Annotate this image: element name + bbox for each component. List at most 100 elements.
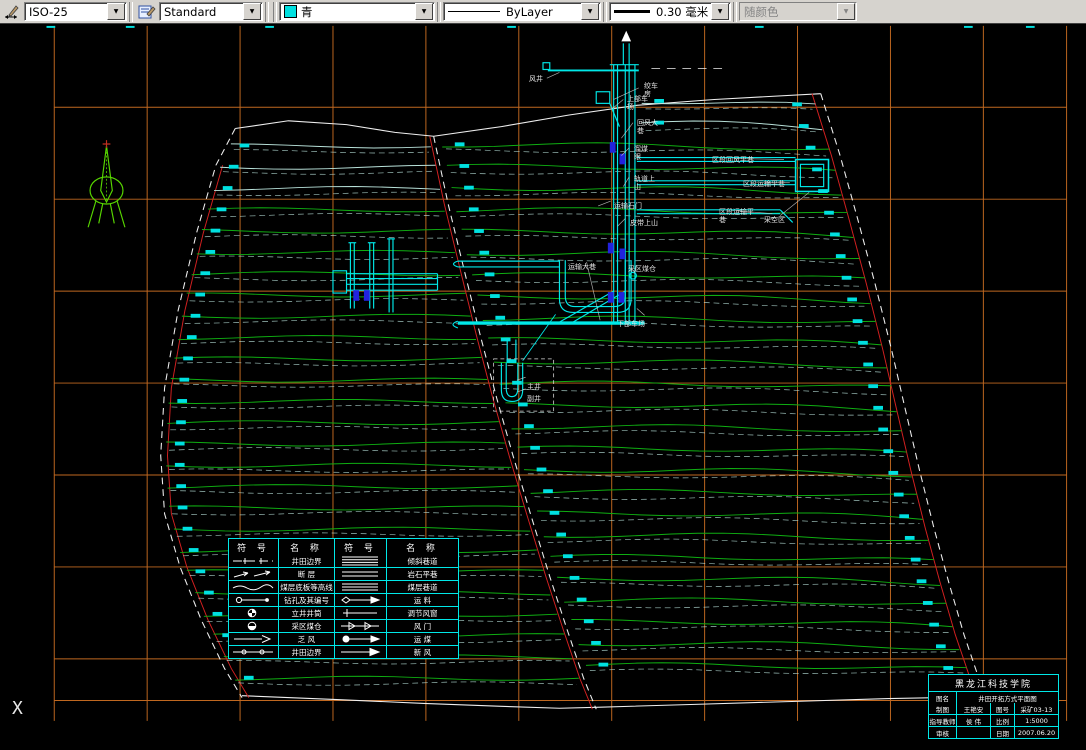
- legend-header: 符 号: [237, 543, 270, 554]
- legend-symbol: [334, 633, 386, 645]
- air-door: [340, 621, 379, 631]
- toolbar-separator: [129, 1, 133, 22]
- legend-row: 煤层底板等高线 煤层巷道: [229, 580, 458, 593]
- styles-properties-toolbar: ISO-25 ▼ Standard ▼ 青 ▼ ByLayer ▼ 0.30 毫…: [0, 0, 1086, 24]
- titleblock-value: [956, 727, 990, 738]
- legend-symbol: [334, 555, 386, 567]
- cad-viewport[interactable]: 风井 绞车 房上部车 场回风大 巷溜煤 眼轨道上 山运输石门 皮带上山 区段回风平巷区…: [0, 24, 1086, 746]
- legend-name: 钻孔及其编号: [278, 594, 334, 606]
- borehole-symbol: [235, 596, 269, 604]
- legend-symbol: [229, 568, 278, 580]
- linetype-value: ByLayer: [506, 4, 553, 19]
- toolbar-separator: [273, 1, 277, 22]
- legend-name: 井田边界: [278, 555, 334, 567]
- lines-triple: [341, 583, 378, 591]
- legend-name: 乏 风: [278, 633, 334, 645]
- legend-symbol: [334, 568, 386, 580]
- legend-symbol: [334, 607, 386, 619]
- lines-quad: [341, 556, 378, 566]
- textstyle-combo[interactable]: Standard ▼: [159, 2, 263, 21]
- dimension-style-icon[interactable]: [1, 2, 23, 22]
- drawing-label: 区段回风平巷: [712, 156, 754, 164]
- titleblock-value: 王艳安: [956, 703, 990, 714]
- legend-symbol: [229, 633, 278, 645]
- legend-row: 断 层 岩石平巷: [229, 567, 458, 580]
- drawing-label: 主井: [527, 383, 541, 391]
- exhaust-arrow: [233, 635, 271, 643]
- drawing-label: 下部车场: [617, 320, 645, 328]
- titleblock-row: 审核 日期 2007.06.20: [929, 726, 1058, 738]
- coal-arrow: [342, 635, 380, 643]
- color-combo[interactable]: 青 ▼: [279, 2, 435, 21]
- plotstyle-value: 随颜色: [744, 4, 779, 19]
- titleblock-name-value: 井田开拓方式平面图: [956, 692, 1058, 703]
- legend-symbol: [334, 620, 386, 632]
- drawing-label: 采区煤仓: [628, 265, 656, 273]
- titleblock-label: 指导教师: [929, 717, 956, 726]
- legend-row: 乏 风运 煤: [229, 632, 458, 645]
- toolbar-separator: [733, 1, 737, 22]
- legend-name: 立井井筒: [278, 607, 334, 619]
- drawing-label: 风井: [529, 75, 543, 83]
- titleblock-row: 指导教师侯 伟比例 1:5000: [929, 714, 1058, 726]
- legend-symbol: [334, 594, 386, 606]
- drawing-label: 区段运输平巷: [743, 180, 785, 188]
- legend-symbol: [229, 581, 278, 593]
- legend-row: 采区煤仓 风 门: [229, 619, 458, 632]
- drawing-label: 皮带上山: [630, 219, 658, 227]
- titleblock-label: 图号: [990, 703, 1014, 714]
- textstyle-value: Standard: [164, 4, 217, 19]
- titleblock-row: 制图 王艳安 图号 采矿03-13: [929, 703, 1058, 714]
- legend-name: 风 门: [386, 620, 458, 632]
- titleblock-label: 比例: [990, 715, 1014, 726]
- legend-row: 立井井筒 调节风窗: [229, 606, 458, 619]
- titleblock-label: 制图: [936, 705, 949, 714]
- titleblock-name-label: 图名: [936, 694, 949, 703]
- drawing-label: 绞车 房: [644, 82, 658, 98]
- legend-body: 井田边界 倾斜巷道断 层 岩石平巷 煤层底板等高线 煤层巷道 钻孔及其编号 运 料立井井筒 调…: [229, 555, 458, 658]
- chevron-down-icon[interactable]: ▼: [415, 3, 433, 20]
- drawing-label: 轨道上 山: [634, 175, 655, 191]
- titleblock-label: 审核: [936, 729, 949, 738]
- titleblock-value: 2007.06.20: [1014, 727, 1058, 738]
- legend-row: 井田边界 倾斜巷道: [229, 555, 458, 567]
- fresh-arrow: [340, 647, 380, 657]
- legend-symbol: [229, 607, 278, 619]
- title-block: 黑龙江科技学院 图名 井田开拓方式平面图 制图 王艳安 图号 采矿03-13 指导教师侯…: [928, 674, 1059, 739]
- cad-canvas[interactable]: [0, 24, 1086, 750]
- chevron-down-icon[interactable]: ▼: [711, 3, 729, 20]
- drawing-label: 采空区: [764, 216, 785, 224]
- legend-row: 钻孔及其编号 运 料: [229, 593, 458, 606]
- titleblock-value: 侯 伟: [956, 715, 990, 726]
- drawing-label: 区段运输平 巷: [719, 208, 754, 224]
- drawing-label: 运输石门: [614, 202, 642, 210]
- diamond-arrow: [340, 596, 380, 604]
- drawing-label: 运输大巷: [568, 263, 596, 271]
- legend-name: 煤层巷道: [386, 581, 458, 593]
- text-style-icon[interactable]: [136, 2, 158, 22]
- legend-name: 倾斜巷道: [386, 555, 458, 567]
- legend-name: 运 料: [386, 594, 458, 606]
- contour-line: [232, 584, 273, 591]
- legend-name: 岩石平巷: [386, 568, 458, 580]
- legend-symbol: [229, 555, 278, 567]
- legend-header: 名 称: [278, 539, 334, 555]
- linetype-combo[interactable]: ByLayer ▼: [443, 2, 601, 21]
- legend-symbol: [229, 594, 278, 606]
- legend-symbol: [229, 620, 278, 632]
- ucs-icon: X: [12, 698, 23, 719]
- chevron-down-icon[interactable]: ▼: [581, 3, 599, 20]
- mine-boundary-dashdot: [232, 558, 273, 564]
- lineweight-sample: [614, 10, 650, 13]
- dimstyle-combo[interactable]: ISO-25 ▼: [24, 2, 127, 21]
- drawing-label: 回风大 巷: [637, 119, 658, 135]
- lines-double: [341, 571, 378, 577]
- boundary-circles: [232, 649, 273, 655]
- drawing-label: 副井: [527, 395, 541, 403]
- chevron-down-icon[interactable]: ▼: [243, 3, 261, 20]
- toolbar-separator: [265, 1, 269, 22]
- chevron-down-icon[interactable]: ▼: [107, 3, 125, 20]
- drawing-label: 上部车 场: [627, 95, 648, 111]
- dimstyle-value: ISO-25: [29, 4, 68, 19]
- lineweight-combo[interactable]: 0.30 毫米 ▼: [609, 2, 731, 21]
